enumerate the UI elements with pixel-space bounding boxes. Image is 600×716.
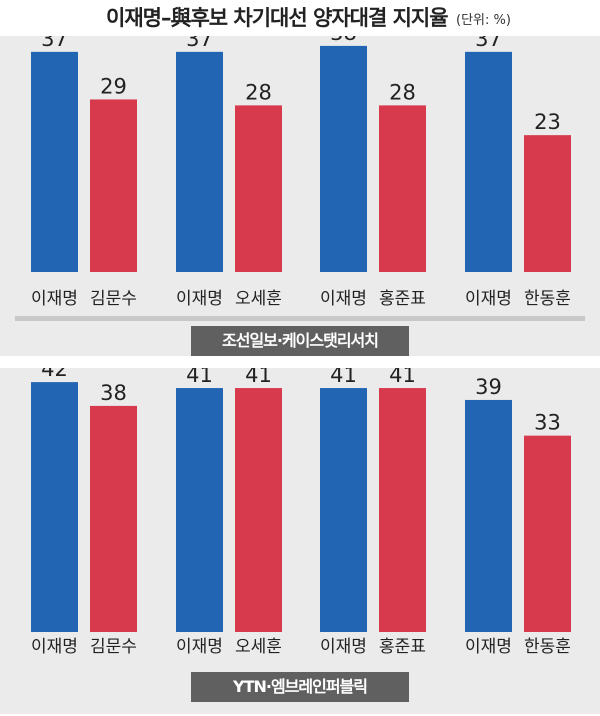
category-label: 김문수 xyxy=(90,637,137,657)
source-label: 조선일보·케이스탯리서치 xyxy=(191,326,409,356)
category-label: 이재명 xyxy=(31,637,78,657)
bar-value-label: 38 xyxy=(330,36,357,45)
bar-lee xyxy=(176,51,223,272)
category-label: 이재명 xyxy=(320,289,367,309)
bar-rival xyxy=(379,105,426,273)
bar-value-label: 37 xyxy=(186,36,213,51)
bar-value-label: 41 xyxy=(389,368,416,387)
bar-value-label: 37 xyxy=(41,36,68,51)
bar-lee xyxy=(31,51,78,272)
divider-strip xyxy=(15,316,585,321)
category-label: 오세훈 xyxy=(235,289,282,309)
header: 이재명–與후보 차기대선 양자대결 지지율 (단위: %) xyxy=(0,0,600,36)
category-label: 이재명 xyxy=(176,289,223,309)
bar-lee xyxy=(465,51,512,272)
bar-value-label: 38 xyxy=(100,381,127,405)
category-label: 김문수 xyxy=(90,289,137,309)
category-label: 이재명 xyxy=(320,637,367,657)
bar-value-label: 41 xyxy=(186,368,213,387)
bar-lee xyxy=(320,45,367,273)
bar-value-label: 41 xyxy=(245,368,272,387)
bar-rival xyxy=(379,388,426,632)
bar-lee xyxy=(31,382,78,632)
bar-value-label: 39 xyxy=(475,375,502,399)
chart-ytn: 42 이재명 38 김문수 41 이재명 41 오세훈 41 이재명 41 홍준표 39 이재명 33 한동훈 xyxy=(31,368,571,657)
unit-label: (단위: %) xyxy=(456,13,511,28)
category-label: 이재명 xyxy=(465,637,512,657)
bar-value-label: 37 xyxy=(475,36,502,51)
category-label: 오세훈 xyxy=(235,637,282,657)
bar-rival xyxy=(524,435,571,632)
category-label: 홍준표 xyxy=(379,637,426,657)
bar-value-label: 28 xyxy=(389,80,416,104)
bar-rival xyxy=(524,135,571,272)
bar-lee xyxy=(320,388,367,632)
panel-chosun: 37 이재명 29 김문수 37 이재명 28 오세훈 38 이재명 28 홍준표 37 이재명 23 한동훈… xyxy=(0,36,600,356)
category-label: 이재명 xyxy=(31,289,78,309)
bar-value-label: 29 xyxy=(100,74,127,98)
bar-rival xyxy=(90,99,137,272)
chart-chosun: 37 이재명 29 김문수 37 이재명 28 오세훈 38 이재명 28 홍준표 37 이재명 23 한동훈 xyxy=(15,36,585,321)
bar-value-label: 41 xyxy=(330,368,357,387)
bar-value-label: 33 xyxy=(534,411,561,435)
category-label: 이재명 xyxy=(176,637,223,657)
bar-value-label: 28 xyxy=(245,80,272,104)
panel-ytn: 42 이재명 38 김문수 41 이재명 41 오세훈 41 이재명 41 홍준표 39 이재명 33 한동훈… xyxy=(0,368,600,714)
bar-rival xyxy=(235,388,282,632)
bar-rival xyxy=(90,405,137,632)
source-label: YTN·엠브레인퍼블릭 xyxy=(191,672,409,702)
category-label: 이재명 xyxy=(465,289,512,309)
category-label: 한동훈 xyxy=(524,289,571,309)
bar-value-label: 23 xyxy=(534,110,561,134)
bar-lee xyxy=(176,388,223,632)
bar-value-label: 42 xyxy=(41,368,68,381)
chart-title: 이재명–與후보 차기대선 양자대결 지지율 xyxy=(106,6,449,30)
bar-lee xyxy=(465,399,512,632)
category-label: 홍준표 xyxy=(379,289,426,309)
bar-rival xyxy=(235,105,282,273)
category-label: 한동훈 xyxy=(524,637,571,657)
